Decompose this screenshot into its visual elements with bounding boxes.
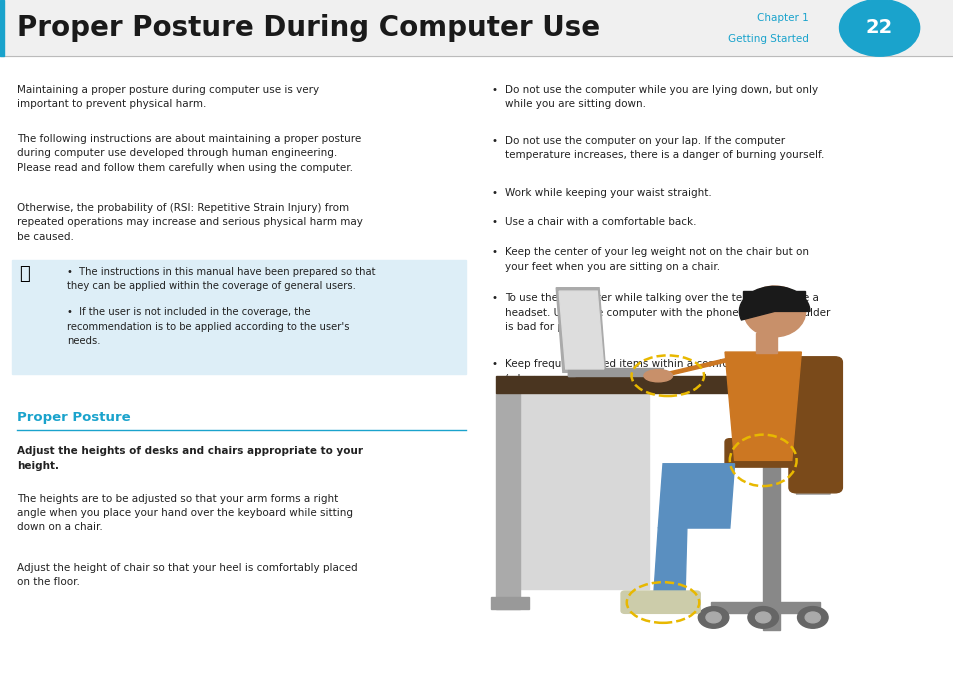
Bar (742, 291, 804, 308)
Bar (567, 308, 575, 376)
Polygon shape (724, 352, 801, 460)
Text: To use the computer while talking over the telephone, use a
headset. Using the c: To use the computer while talking over t… (504, 293, 829, 332)
Text: •: • (491, 247, 497, 257)
Wedge shape (739, 286, 809, 320)
Text: •: • (491, 136, 497, 146)
Bar (0, 0, 4, 56)
Bar (762, 464, 780, 609)
Text: •  If the user is not included in the coverage, the
recommendation is to be appl: • If the user is not included in the cov… (67, 307, 349, 346)
Bar (491, 597, 529, 609)
Text: 📋: 📋 (19, 265, 30, 284)
Bar (567, 368, 662, 376)
Text: •: • (491, 85, 497, 95)
Text: The heights are to be adjusted so that your arm forms a right
angle when you pla: The heights are to be adjusted so that y… (17, 494, 353, 532)
Text: Do not use the computer while you are lying down, but only
while you are sitting: Do not use the computer while you are ly… (504, 85, 817, 109)
Text: Getting Started: Getting Started (727, 34, 808, 44)
Bar (0, 0, 953, 56)
Text: Work while keeping your waist straight.: Work while keeping your waist straight. (504, 188, 711, 198)
Circle shape (698, 607, 728, 628)
Polygon shape (791, 420, 834, 494)
Text: •: • (491, 359, 497, 370)
Text: Proper Posture During Computer Use: Proper Posture During Computer Use (17, 14, 599, 42)
Polygon shape (556, 288, 605, 372)
Text: Chapter 1: Chapter 1 (757, 14, 808, 23)
FancyBboxPatch shape (788, 357, 841, 493)
Polygon shape (558, 291, 603, 369)
Circle shape (804, 612, 820, 623)
Polygon shape (658, 464, 734, 528)
Text: Adjust the heights of desks and chairs appropriate to your
height.: Adjust the heights of desks and chairs a… (17, 446, 363, 471)
Polygon shape (653, 355, 753, 376)
Circle shape (797, 607, 827, 628)
Bar (755, 333, 776, 353)
Text: •: • (491, 293, 497, 303)
Bar (762, 603, 780, 630)
Text: Do not use the computer on your lap. If the computer
temperature increases, ther: Do not use the computer on your lap. If … (504, 136, 823, 160)
Text: Maintaining a proper posture during computer use is very
important to prevent ph: Maintaining a proper posture during comp… (17, 85, 319, 109)
Text: •  The instructions in this manual have been prepared so that
they can be applie: • The instructions in this manual have b… (67, 267, 375, 291)
Text: Keep frequently used items within a comfortable work range
(where you can reach : Keep frequently used items within a comf… (504, 359, 821, 384)
Bar (496, 376, 762, 393)
Bar (710, 602, 820, 613)
Text: Use a chair with a comfortable back.: Use a chair with a comfortable back. (504, 217, 696, 227)
Text: Adjust the height of chair so that your heel is comfortably placed
on the floor.: Adjust the height of chair so that your … (17, 563, 357, 587)
Text: Otherwise, the probability of (RSI: Repetitive Strain Injury) from
repeated oper: Otherwise, the probability of (RSI: Repe… (17, 203, 363, 242)
Text: Proper Posture: Proper Posture (17, 411, 131, 424)
Ellipse shape (643, 370, 672, 382)
Polygon shape (653, 528, 686, 599)
Text: The following instructions are about maintaining a proper posture
during compute: The following instructions are about mai… (17, 134, 361, 173)
Circle shape (747, 607, 778, 628)
Text: •: • (491, 188, 497, 198)
Text: 22: 22 (865, 18, 892, 37)
Bar (515, 393, 648, 589)
Text: Keep the center of your leg weight not on the chair but on
your feet when you ar: Keep the center of your leg weight not o… (504, 247, 808, 271)
Bar (12, 260, 465, 374)
Circle shape (755, 612, 770, 623)
Circle shape (839, 0, 919, 56)
FancyBboxPatch shape (620, 591, 700, 613)
Text: •: • (491, 217, 497, 227)
FancyBboxPatch shape (724, 439, 824, 467)
Ellipse shape (743, 286, 804, 336)
Bar (496, 393, 519, 609)
Circle shape (705, 612, 720, 623)
